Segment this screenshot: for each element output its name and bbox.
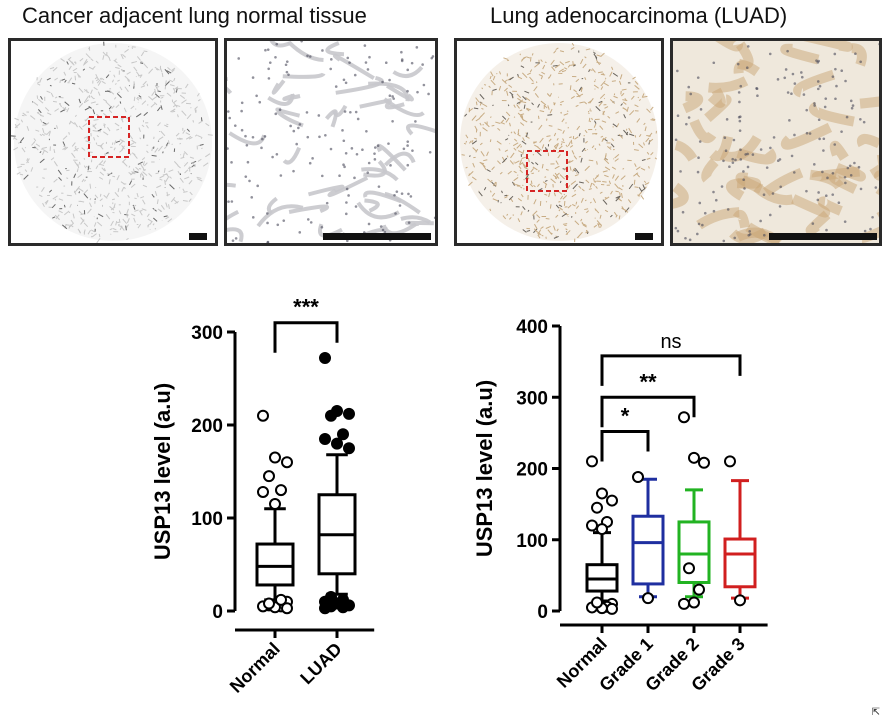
box-normal	[255, 409, 295, 615]
outlier-point	[591, 596, 603, 609]
outlier-point	[319, 602, 331, 615]
significance-label: ***	[293, 295, 319, 320]
y-tick-label: 300	[516, 388, 548, 409]
luad-overview-texture	[461, 42, 658, 243]
bracket-line	[600, 354, 742, 386]
outlier-point	[263, 597, 275, 610]
bracket-line	[600, 429, 650, 462]
significance-bracket: ns	[600, 331, 742, 386]
outlier-point	[281, 602, 293, 615]
outlier-point	[606, 494, 618, 507]
box-normal	[585, 455, 619, 615]
roi-box	[88, 116, 130, 158]
y-axis-label: USP13 level (a.u)	[150, 383, 175, 560]
resize-corner-icon[interactable]: ⇱	[871, 707, 880, 718]
luad-zoom-micrograph	[670, 38, 882, 246]
outlier-point	[693, 583, 705, 596]
outlier-point	[263, 470, 275, 483]
outlier-point	[257, 485, 269, 498]
luad-overview-micrograph	[454, 38, 664, 246]
outlier-point	[257, 409, 269, 422]
outlier-point	[632, 471, 644, 484]
y-tick-label: 300	[191, 323, 223, 344]
outlier-point	[688, 596, 700, 609]
significance-label: **	[639, 369, 657, 394]
outlier-point	[678, 411, 690, 424]
bracket-line	[273, 321, 339, 353]
scale-bar	[769, 233, 877, 240]
y-tick-label: 200	[516, 460, 548, 481]
box-luad	[317, 352, 357, 615]
box-grade-3	[723, 455, 757, 607]
outlier-point	[734, 594, 746, 607]
outlier-point	[586, 455, 598, 468]
luad-zoom-texture	[673, 41, 879, 243]
outlier-point	[275, 593, 287, 606]
y-tick-label: 100	[516, 531, 548, 552]
y-tick-label: 0	[537, 602, 548, 623]
outlier-point	[591, 501, 603, 514]
normal-overview-micrograph	[8, 38, 218, 246]
outlier-point	[337, 601, 349, 614]
outlier-point	[698, 456, 710, 469]
iqr-box	[723, 537, 757, 589]
normal-overview-texture	[11, 41, 213, 243]
outlier-point	[319, 432, 331, 445]
iqr-box	[631, 514, 665, 586]
y-tick-label: 100	[191, 509, 223, 530]
scale-bar	[323, 233, 431, 240]
outlier-point	[269, 498, 281, 511]
outlier-point	[319, 352, 331, 365]
bracket-line	[600, 395, 696, 428]
outlier-point	[325, 409, 337, 422]
normal-zoom-micrograph	[224, 38, 438, 246]
outlier-point	[678, 597, 690, 610]
y-tick-label: 0	[212, 602, 223, 623]
outlier-point	[586, 519, 598, 532]
iqr-box	[255, 542, 295, 587]
normal-zoom-texture	[227, 41, 435, 243]
significance-bracket: ***	[273, 295, 339, 353]
iqr-box	[677, 520, 711, 584]
outlier-point	[343, 407, 355, 420]
outlier-point	[606, 602, 618, 615]
outlier-point	[642, 592, 654, 605]
outlier-point	[596, 523, 608, 536]
significance-bracket: *	[600, 403, 650, 462]
roi-box	[526, 150, 568, 192]
outlier-point	[269, 451, 281, 464]
outlier-point	[275, 484, 287, 497]
outlier-point	[688, 451, 700, 464]
significance-label: *	[621, 403, 630, 428]
y-tick-label: 200	[191, 416, 223, 437]
outlier-point	[596, 487, 608, 500]
outlier-point	[683, 562, 695, 575]
significance-label: ns	[660, 331, 681, 353]
x-tick-label: LUAD	[296, 639, 345, 688]
outlier-point	[281, 456, 293, 469]
scale-bar	[635, 233, 653, 240]
x-tick-label: Normal	[226, 639, 284, 697]
box-grade-2	[677, 411, 711, 610]
outlier-point	[337, 428, 349, 441]
box-grade-1	[631, 471, 665, 605]
y-tick-label: 400	[516, 317, 548, 338]
scale-bar	[189, 233, 207, 240]
outlier-point	[343, 442, 355, 455]
outlier-point	[331, 437, 343, 450]
luad-section-title: Lung adenocarcinoma (LUAD)	[490, 3, 788, 28]
chart-normal-vs-luad: 0 100 200 300 USP13 level (a.u) Normal LUAD ***	[150, 295, 375, 697]
significance-bracket: **	[600, 369, 696, 428]
y-axis-label: USP13 level (a.u)	[472, 380, 497, 557]
outlier-point	[724, 455, 736, 468]
normal-section-title: Cancer adjacent lung normal tissue	[22, 3, 367, 28]
